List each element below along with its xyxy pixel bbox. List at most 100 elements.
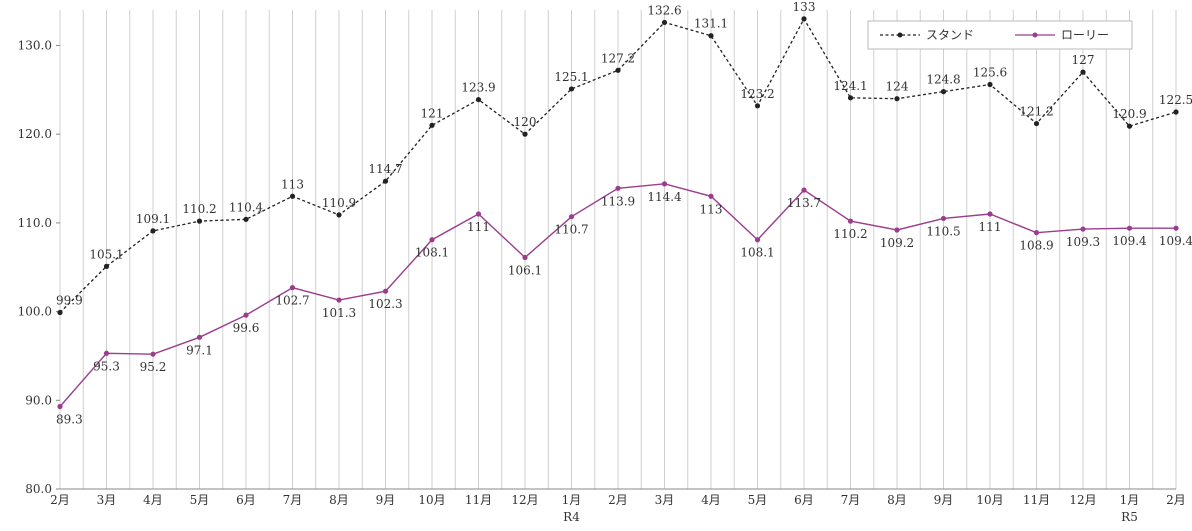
data-label: 110.5	[926, 224, 960, 238]
data-point	[661, 181, 668, 187]
grid-layer	[59, 10, 1177, 489]
data-label: 110.2	[182, 202, 216, 216]
data-point	[243, 216, 249, 222]
data-label: 109.4	[1159, 234, 1192, 248]
y-tick-label: 130.0	[18, 38, 52, 52]
x-tick-label: 6月	[236, 493, 256, 507]
data-point	[150, 228, 156, 234]
data-label: 124.1	[833, 79, 867, 93]
data-point	[708, 193, 714, 199]
data-label: 110.9	[322, 196, 356, 210]
data-point	[801, 16, 807, 22]
data-point	[289, 193, 296, 199]
data-label: 99.6	[233, 321, 260, 335]
data-point	[1126, 225, 1133, 231]
x-tick-label: 6月	[794, 493, 814, 507]
data-point	[754, 103, 761, 109]
data-label: 102.7	[275, 294, 309, 308]
data-label: 89.3	[56, 413, 83, 427]
data-point	[336, 212, 342, 218]
data-label: 114.7	[368, 162, 402, 176]
data-label: 109.1	[136, 212, 170, 226]
data-label: 122.5	[1159, 93, 1192, 107]
data-label: 102.3	[368, 297, 402, 311]
x-tick-label: 7月	[841, 493, 861, 507]
data-label: 108.1	[415, 246, 449, 260]
data-point	[1080, 226, 1086, 232]
y-tick-label: 100.0	[18, 305, 52, 319]
x-tick-label: 1月	[562, 493, 582, 507]
x-tick-label: 2月	[608, 493, 628, 507]
data-label: 111	[979, 220, 1002, 234]
data-point	[1080, 69, 1086, 75]
data-point	[475, 96, 482, 103]
data-point	[940, 89, 947, 95]
data-label: 110.7	[554, 223, 588, 237]
data-label: 111	[467, 220, 490, 234]
data-point	[103, 350, 110, 356]
data-label: 108.1	[740, 246, 774, 260]
data-point	[522, 131, 528, 137]
data-label: 101.3	[322, 306, 356, 320]
x-tick-label: 11月	[1023, 493, 1050, 507]
x-tick-label: 4月	[701, 493, 721, 507]
data-point	[196, 334, 203, 340]
x-year-label: R5	[1121, 510, 1138, 524]
data-point	[57, 403, 63, 410]
data-label: 105.1	[89, 247, 123, 261]
data-point	[1173, 225, 1179, 231]
data-label: 131.1	[694, 17, 728, 31]
data-point	[708, 33, 714, 39]
series-layer	[57, 16, 1179, 410]
legend-box	[867, 20, 1133, 50]
data-point	[801, 187, 807, 193]
legend-label-lorry: ローリー	[1061, 28, 1109, 42]
data-label: 120	[514, 115, 537, 129]
data-label: 113	[281, 177, 304, 191]
data-label: 95.2	[140, 360, 167, 374]
data-point	[289, 285, 296, 291]
data-point	[382, 288, 389, 294]
data-label: 133	[793, 0, 816, 14]
x-tick-label: 5月	[190, 493, 210, 507]
data-label: 113	[700, 202, 723, 216]
y-tick-label: 120.0	[18, 127, 52, 141]
data-label: 109.3	[1066, 235, 1100, 249]
data-label: 113.9	[601, 194, 635, 208]
x-tick-label: 9月	[934, 493, 954, 507]
data-point	[103, 263, 110, 269]
data-label: 113.7	[787, 196, 821, 210]
x-tick-label: 4月	[143, 493, 163, 507]
data-label: 106.1	[508, 263, 542, 277]
data-point	[57, 309, 63, 316]
data-label: 124.8	[926, 73, 960, 87]
data-point	[382, 178, 389, 184]
data-point	[196, 218, 203, 224]
data-point	[429, 122, 435, 128]
x-tick-label: 10月	[418, 493, 445, 507]
data-point	[847, 95, 854, 101]
data-point	[1173, 109, 1179, 115]
data-label: 123.9	[461, 81, 495, 95]
data-label: 109.4	[1112, 234, 1147, 248]
data-point	[429, 237, 435, 243]
y-tick-label: 110.0	[18, 216, 52, 230]
x-tick-label: 1月	[1120, 493, 1140, 507]
x-year-label: R4	[563, 510, 580, 524]
x-tick-label: 2月	[50, 493, 70, 507]
data-point	[847, 218, 854, 224]
x-tick-label: 12月	[1069, 493, 1096, 507]
data-label: 127.2	[601, 51, 635, 65]
x-tick-label: 3月	[97, 493, 117, 507]
data-point	[940, 215, 947, 222]
data-label: 132.6	[647, 3, 681, 17]
data-point	[522, 254, 528, 261]
legend-label-stand: スタンド	[926, 28, 974, 42]
data-label: 121.2	[1019, 105, 1053, 119]
data-label: 125.1	[554, 70, 588, 84]
legend-marker-stand	[897, 32, 903, 38]
data-label: 108.9	[1019, 239, 1053, 253]
data-label: 109.2	[880, 236, 914, 250]
